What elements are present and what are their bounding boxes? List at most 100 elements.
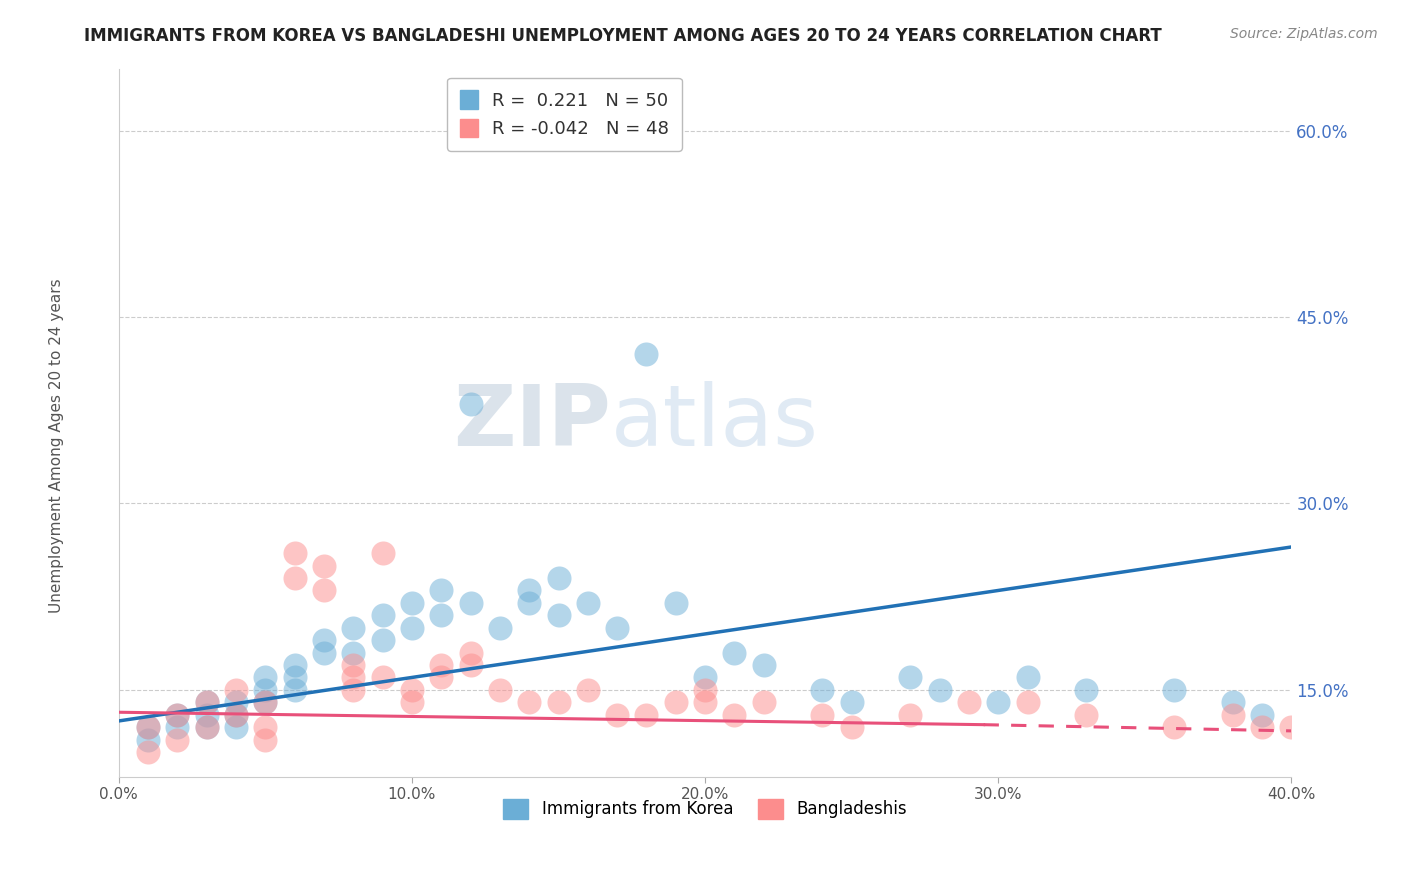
Point bbox=[342, 682, 364, 697]
Point bbox=[342, 670, 364, 684]
Point bbox=[547, 571, 569, 585]
Point bbox=[841, 720, 863, 734]
Point bbox=[517, 583, 540, 598]
Point bbox=[693, 682, 716, 697]
Point bbox=[1222, 695, 1244, 709]
Point bbox=[1163, 682, 1185, 697]
Point bbox=[312, 646, 335, 660]
Point bbox=[401, 695, 423, 709]
Point bbox=[136, 732, 159, 747]
Point bbox=[460, 596, 482, 610]
Point bbox=[517, 695, 540, 709]
Point bbox=[460, 658, 482, 673]
Point bbox=[1076, 707, 1098, 722]
Point bbox=[576, 682, 599, 697]
Point bbox=[166, 720, 188, 734]
Point bbox=[136, 720, 159, 734]
Point bbox=[547, 695, 569, 709]
Point bbox=[1281, 720, 1303, 734]
Text: ZIP: ZIP bbox=[454, 381, 612, 464]
Point bbox=[576, 596, 599, 610]
Point bbox=[430, 670, 453, 684]
Point bbox=[460, 397, 482, 411]
Point bbox=[987, 695, 1010, 709]
Point bbox=[254, 682, 277, 697]
Point bbox=[342, 621, 364, 635]
Point bbox=[489, 621, 512, 635]
Point bbox=[841, 695, 863, 709]
Point bbox=[665, 596, 688, 610]
Point bbox=[254, 732, 277, 747]
Point bbox=[225, 720, 247, 734]
Point bbox=[898, 707, 921, 722]
Point bbox=[312, 558, 335, 573]
Text: Unemployment Among Ages 20 to 24 years: Unemployment Among Ages 20 to 24 years bbox=[49, 278, 63, 614]
Text: Source: ZipAtlas.com: Source: ZipAtlas.com bbox=[1230, 27, 1378, 41]
Point bbox=[723, 646, 745, 660]
Point bbox=[254, 670, 277, 684]
Point bbox=[811, 682, 834, 697]
Point bbox=[136, 745, 159, 759]
Point bbox=[636, 707, 658, 722]
Point bbox=[225, 707, 247, 722]
Point bbox=[195, 707, 218, 722]
Point bbox=[371, 670, 394, 684]
Point bbox=[342, 646, 364, 660]
Point bbox=[136, 720, 159, 734]
Point bbox=[284, 682, 307, 697]
Point bbox=[811, 707, 834, 722]
Text: IMMIGRANTS FROM KOREA VS BANGLADESHI UNEMPLOYMENT AMONG AGES 20 TO 24 YEARS CORR: IMMIGRANTS FROM KOREA VS BANGLADESHI UNE… bbox=[84, 27, 1163, 45]
Point bbox=[752, 658, 775, 673]
Point bbox=[254, 695, 277, 709]
Point bbox=[284, 571, 307, 585]
Point bbox=[254, 720, 277, 734]
Point bbox=[928, 682, 950, 697]
Point bbox=[752, 695, 775, 709]
Point bbox=[957, 695, 980, 709]
Point bbox=[1251, 707, 1274, 722]
Point bbox=[312, 633, 335, 648]
Point bbox=[1017, 670, 1039, 684]
Point bbox=[460, 646, 482, 660]
Point bbox=[401, 621, 423, 635]
Point bbox=[1076, 682, 1098, 697]
Point bbox=[342, 658, 364, 673]
Point bbox=[371, 608, 394, 623]
Point bbox=[254, 695, 277, 709]
Point bbox=[225, 695, 247, 709]
Point bbox=[693, 670, 716, 684]
Point bbox=[1104, 795, 1126, 809]
Point bbox=[693, 695, 716, 709]
Point bbox=[606, 621, 628, 635]
Point bbox=[371, 546, 394, 560]
Point bbox=[430, 608, 453, 623]
Point bbox=[195, 720, 218, 734]
Point bbox=[547, 608, 569, 623]
Point bbox=[401, 682, 423, 697]
Point bbox=[430, 658, 453, 673]
Point bbox=[636, 347, 658, 361]
Point bbox=[1017, 695, 1039, 709]
Point bbox=[284, 658, 307, 673]
Point bbox=[195, 695, 218, 709]
Point bbox=[489, 682, 512, 697]
Point bbox=[517, 596, 540, 610]
Point bbox=[665, 695, 688, 709]
Point bbox=[312, 583, 335, 598]
Point bbox=[225, 682, 247, 697]
Point bbox=[195, 695, 218, 709]
Point bbox=[723, 707, 745, 722]
Point bbox=[166, 707, 188, 722]
Point bbox=[430, 583, 453, 598]
Point bbox=[284, 670, 307, 684]
Point bbox=[1251, 720, 1274, 734]
Point bbox=[606, 707, 628, 722]
Point bbox=[195, 720, 218, 734]
Point bbox=[401, 596, 423, 610]
Point bbox=[166, 732, 188, 747]
Legend: Immigrants from Korea, Bangladeshis: Immigrants from Korea, Bangladeshis bbox=[496, 793, 914, 825]
Point bbox=[284, 546, 307, 560]
Point bbox=[225, 707, 247, 722]
Point bbox=[1222, 707, 1244, 722]
Text: atlas: atlas bbox=[612, 381, 820, 464]
